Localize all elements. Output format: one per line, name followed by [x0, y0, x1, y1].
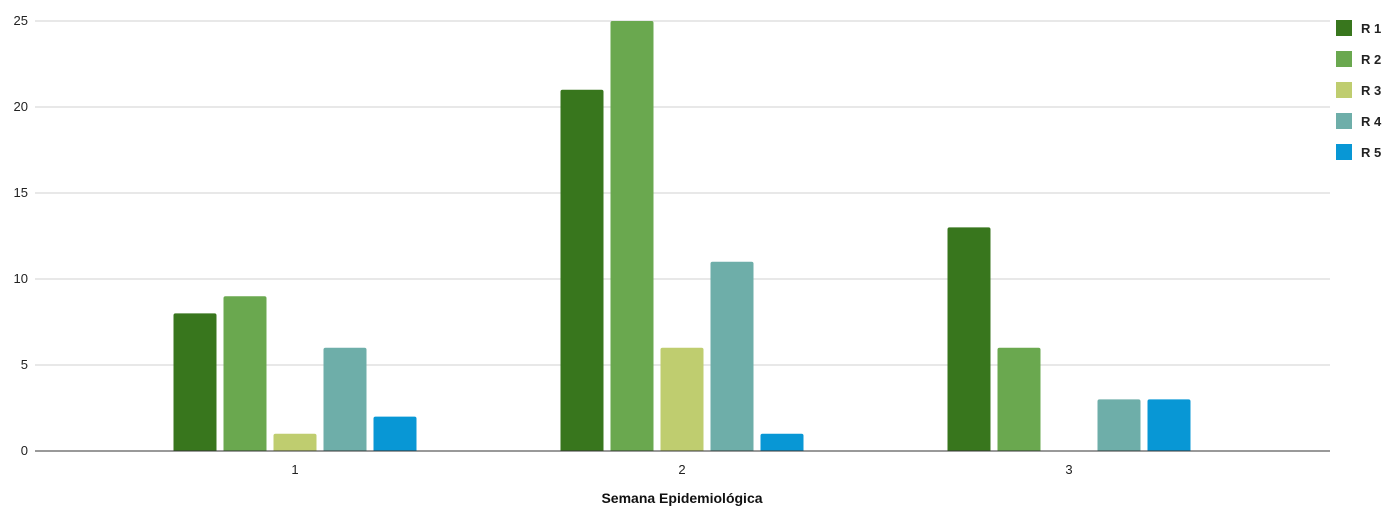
legend: R 1 R 2 R 3 R 4 R 5	[1336, 20, 1382, 160]
legend-label: R 4	[1361, 114, 1382, 129]
legend-swatch	[1336, 20, 1352, 36]
y-tick-label: 20	[14, 99, 28, 114]
y-tick-label: 5	[21, 357, 28, 372]
bar-r3-week-1	[273, 433, 317, 451]
legend-label: R 3	[1361, 83, 1381, 98]
bar-r2-week-3	[997, 347, 1041, 451]
y-tick-label: 10	[14, 271, 28, 286]
legend-label: R 1	[1361, 21, 1381, 36]
bar-r4-week-3	[1097, 399, 1141, 451]
legend-swatch	[1336, 82, 1352, 98]
x-tick-label: 1	[291, 462, 298, 477]
legend-swatch	[1336, 51, 1352, 67]
bar-r1-week-3	[947, 227, 991, 451]
legend-swatch	[1336, 113, 1352, 129]
y-axis-ticks: 0 5 10 15 20 25	[14, 13, 28, 458]
bar-r4-week-2	[710, 261, 754, 451]
y-tick-label: 25	[14, 13, 28, 28]
legend-label: R 2	[1361, 52, 1381, 67]
bar-r5-week-1	[373, 416, 417, 451]
y-tick-label: 0	[21, 443, 28, 458]
x-axis-ticks: 1 2 3	[291, 462, 1072, 477]
bar-r5-week-2	[760, 433, 804, 451]
gridlines	[35, 20, 1330, 366]
bar-r3-week-2	[660, 347, 704, 451]
bar-r2-week-2	[610, 21, 654, 451]
bar-r1-week-1	[173, 313, 217, 451]
bar-r1-week-2	[560, 89, 604, 452]
x-axis-label: Semana Epidemiológica	[601, 490, 762, 506]
bar-r2-week-1	[223, 296, 267, 451]
legend-swatch	[1336, 144, 1352, 160]
y-tick-label: 15	[14, 185, 28, 200]
x-tick-label: 2	[678, 462, 685, 477]
bars	[173, 21, 1191, 452]
bar-r5-week-3	[1147, 399, 1191, 451]
bar-r4-week-1	[323, 347, 367, 451]
x-tick-label: 3	[1065, 462, 1072, 477]
legend-label: R 5	[1361, 145, 1381, 160]
